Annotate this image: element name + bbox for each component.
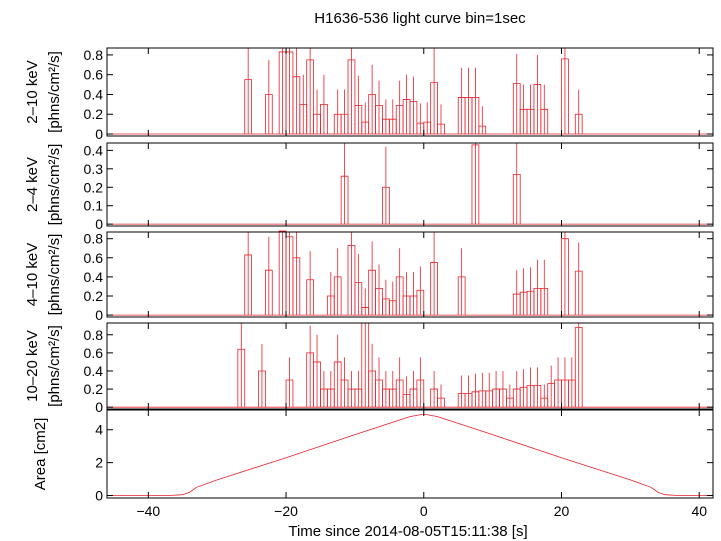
ytick-label-2-10-1: 0.2: [84, 106, 104, 122]
xtick-label-2: 0: [420, 503, 428, 519]
ylabel-line-1: 4–10 keV: [24, 243, 41, 306]
ytick-label-10-20-3: 0.6: [84, 345, 104, 361]
ytick-label-area-0: 0: [95, 488, 103, 504]
ytick-label-4-10-4: 0.8: [84, 231, 104, 247]
ylabel-line-2: [phns/cm²/s]: [46, 234, 63, 316]
panels-group: 0 0.2 0.4 0.6 0.8 2–10 keV [phns/cm²/s] 0 0.1 0.2…: [24, 47, 714, 504]
frame-area: [106, 409, 714, 499]
ytick-label-2-10-3: 0.6: [84, 67, 104, 83]
ytick-label-2-4-1: 0.1: [84, 198, 104, 214]
ylabel-line-1: 10–20 keV: [24, 330, 41, 402]
frame-2-4: [106, 142, 714, 227]
panel-4-10: 0 0.2 0.4 0.6 0.8 4–10 keV [phns/cm²/s]: [24, 230, 714, 323]
frame-10-20: [106, 322, 714, 410]
panel-area: 0 2 4 Area [cm2]: [32, 409, 714, 504]
ytick-label-10-20-0: 0: [95, 399, 103, 415]
ytick-label-2-4-2: 0.2: [84, 179, 104, 195]
ytick-label-2-4-3: 0.3: [84, 161, 104, 177]
ytick-label-2-10-2: 0.4: [84, 86, 104, 102]
ylabel-line-1: 2–10 keV: [24, 60, 41, 123]
ytick-label-4-10-0: 0: [95, 307, 103, 323]
chart-title: H1636-536 light curve bin=1sec: [314, 10, 526, 27]
ylabel-line-2: [phns/cm²/s]: [46, 51, 63, 133]
x-axis-label: Time since 2014-08-05T15:11:38 [s]: [288, 523, 527, 540]
panel-10-20: 0 0.2 0.4 0.6 0.8 10–20 keV [phns/cm²/s]: [24, 322, 714, 415]
xtick-label-0: −40: [136, 503, 160, 519]
ytick-label-2-4-0: 0: [95, 216, 103, 232]
ytick-label-10-20-4: 0.8: [84, 327, 104, 343]
ytick-label-area-2: 4: [95, 422, 103, 438]
ytick-label-10-20-2: 0.4: [84, 363, 104, 379]
frame-4-10: [106, 231, 714, 318]
ylabel-2-10: 2–10 keV [phns/cm²/s]: [24, 51, 63, 133]
frame-2-10: [106, 47, 714, 137]
ytick-label-4-10-3: 0.6: [84, 250, 104, 266]
ylabel-area: Area [cm2]: [32, 418, 49, 491]
ytick-label-2-10-0: 0: [95, 126, 103, 142]
ytick-label-4-10-2: 0.4: [84, 269, 104, 285]
ylabel-line: Area [cm2]: [32, 418, 49, 491]
ytick-label-area-1: 2: [95, 455, 103, 471]
ylabel-4-10: 4–10 keV [phns/cm²/s]: [24, 234, 63, 316]
ylabel-2-4: 2–4 keV [phns/cm²/s]: [24, 144, 63, 226]
xtick-label-1: −20: [274, 503, 298, 519]
ytick-label-2-4-4: 0.4: [84, 142, 104, 158]
x-axis: −40 −20 0 20 40: [136, 503, 707, 519]
panel-2-10: 0 0.2 0.4 0.6 0.8 2–10 keV [phns/cm²/s]: [24, 47, 714, 142]
ylabel-10-20: 10–20 keV [phns/cm²/s]: [24, 325, 63, 407]
ytick-label-10-20-1: 0.2: [84, 381, 104, 397]
ytick-label-4-10-1: 0.2: [84, 288, 104, 304]
ylabel-line-1: 2–4 keV: [24, 157, 41, 212]
area-curve: [107, 413, 713, 496]
xtick-label-3: 20: [554, 503, 570, 519]
panel-2-4: 0 0.1 0.2 0.3 0.4 2–4 keV [phns/cm²/s]: [24, 142, 714, 232]
ylabel-line-2: [phns/cm²/s]: [46, 144, 63, 226]
ytick-label-2-10-4: 0.8: [84, 47, 104, 63]
ylabel-line-2: [phns/cm²/s]: [46, 325, 63, 407]
xtick-label-4: 40: [691, 503, 707, 519]
